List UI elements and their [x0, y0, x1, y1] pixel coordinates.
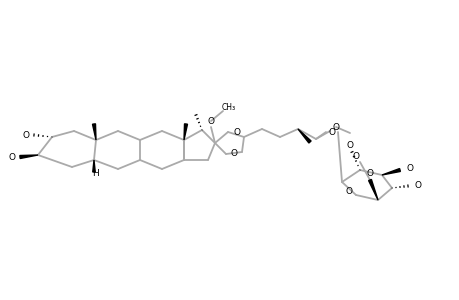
Text: O: O	[328, 128, 335, 136]
Polygon shape	[297, 129, 310, 143]
Text: O: O	[346, 140, 353, 149]
Text: O: O	[352, 152, 359, 160]
Text: O: O	[207, 116, 214, 125]
Text: H: H	[92, 169, 99, 178]
Polygon shape	[184, 124, 187, 140]
Text: O: O	[406, 164, 413, 172]
Text: O: O	[22, 130, 29, 140]
Polygon shape	[20, 155, 38, 158]
Text: CH₃: CH₃	[221, 103, 235, 112]
Polygon shape	[368, 179, 377, 200]
Text: O: O	[345, 188, 352, 196]
Polygon shape	[381, 169, 399, 175]
Polygon shape	[92, 124, 96, 140]
Text: O: O	[233, 128, 240, 136]
Polygon shape	[93, 160, 95, 172]
Text: O: O	[230, 148, 237, 158]
Text: O: O	[414, 181, 420, 190]
Text: O: O	[332, 122, 339, 131]
Text: O: O	[8, 152, 16, 161]
Text: O: O	[366, 169, 373, 178]
